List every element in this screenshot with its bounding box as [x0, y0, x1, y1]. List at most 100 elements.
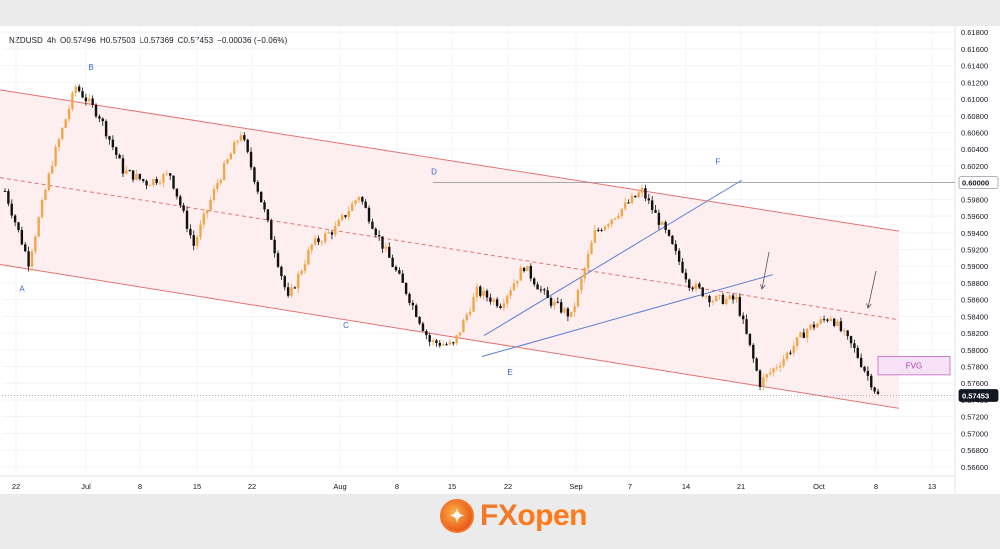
- high-value: H0.57503: [100, 36, 136, 45]
- arrow-annotation: [867, 270, 877, 309]
- candle-body: [239, 135, 243, 141]
- candle-body: [758, 370, 762, 387]
- y-tick-label: 0.58600: [961, 296, 988, 305]
- price-chart[interactable]: 0.61800 0.61600 0.61400 0.61200 0.61000 0.608…: [0, 26, 1000, 494]
- candle-body: [162, 174, 165, 183]
- candle-body: [13, 215, 17, 223]
- point-label-b: B: [88, 63, 93, 72]
- candle-body: [20, 230, 24, 245]
- y-tick-label: 0.60800: [961, 112, 988, 121]
- x-tick-label: 8: [138, 482, 142, 491]
- candle-body: [620, 208, 624, 216]
- candle-body: [249, 151, 253, 168]
- candle-body: [539, 289, 543, 291]
- candle-body: [165, 173, 168, 175]
- point-label-a: A: [19, 285, 25, 294]
- candle-body: [344, 215, 347, 217]
- candle-body: [148, 185, 152, 187]
- y-tick-label: 0.57200: [961, 413, 988, 422]
- candle-body: [580, 278, 583, 290]
- candle-body: [738, 297, 742, 316]
- candle-body: [630, 195, 634, 203]
- y-tick-label: 0.58800: [961, 279, 988, 288]
- candle-body: [121, 158, 125, 174]
- candle-body: [701, 287, 704, 297]
- candle-body: [280, 266, 283, 277]
- candle-body: [94, 104, 98, 117]
- candle-body: [10, 203, 13, 216]
- candle-body: [613, 218, 617, 220]
- candle-body: [607, 224, 610, 227]
- candle-body: [47, 173, 51, 190]
- candle-body: [775, 367, 779, 369]
- candle-body: [216, 183, 219, 190]
- candle-body: [779, 365, 782, 368]
- candle-body: [158, 182, 162, 184]
- chart-panel[interactable]: NZDUSD 4h O0.57496 H0.57503 L0.57369 C0.57453…: [0, 26, 1000, 494]
- candle-body: [752, 344, 755, 359]
- candle-body: [799, 332, 802, 338]
- candle-body: [526, 265, 529, 272]
- candle-body: [155, 179, 158, 183]
- candle-body: [795, 337, 799, 346]
- x-tick-label: 8: [395, 482, 399, 491]
- candle-body: [438, 342, 442, 346]
- candle-body: [667, 229, 671, 236]
- candle-body: [553, 301, 556, 306]
- candle-body: [303, 264, 307, 271]
- candle-body: [448, 342, 452, 345]
- candle-body: [330, 232, 334, 235]
- candle-body: [502, 303, 506, 308]
- candle-body: [765, 374, 768, 378]
- candle-body: [573, 306, 576, 312]
- candle-body: [74, 86, 77, 93]
- x-tick-label: 14: [682, 482, 690, 491]
- candle-body: [691, 287, 694, 290]
- candle-body: [846, 330, 849, 337]
- candle-body: [688, 279, 691, 288]
- candle-body: [44, 189, 47, 200]
- candle-body: [435, 340, 438, 343]
- level-price-value: 0.60000: [962, 179, 989, 188]
- candle-body: [324, 233, 327, 242]
- candle-body: [98, 116, 101, 119]
- candle-body: [583, 267, 586, 279]
- close-value: C0.57453: [177, 36, 214, 45]
- fvg-zone: [877, 356, 951, 376]
- candle-body: [698, 283, 701, 288]
- x-tick-label: 7: [628, 482, 632, 491]
- candle-body: [313, 238, 317, 245]
- candle-body: [401, 273, 404, 283]
- x-tick-label: 22: [248, 482, 256, 491]
- wedge-lower-line: [481, 274, 774, 357]
- candle-body: [24, 244, 27, 252]
- candle-body: [229, 153, 233, 160]
- candle-body: [677, 250, 681, 262]
- candle-body: [347, 211, 351, 217]
- brand-logo: ✦ FXopen: [440, 498, 588, 534]
- candle-body: [721, 294, 725, 304]
- arrow-head: [760, 284, 766, 290]
- candle-body: [334, 226, 337, 235]
- candle-body: [512, 283, 516, 291]
- candle-body: [233, 142, 236, 154]
- current-price-value: 0.57453: [962, 392, 989, 401]
- candle-body: [259, 191, 263, 203]
- candle-body: [61, 127, 64, 140]
- candle-body: [206, 210, 209, 214]
- candle-body: [782, 359, 785, 366]
- candle-body: [684, 272, 688, 280]
- candle-body: [856, 347, 859, 358]
- candle-body: [468, 311, 472, 315]
- candle-body: [404, 282, 408, 294]
- candle-body: [350, 203, 354, 212]
- candle-body: [327, 232, 330, 234]
- candle-body: [415, 305, 418, 317]
- candle-body: [546, 290, 549, 298]
- candle-body: [509, 290, 512, 296]
- candle-body: [320, 241, 324, 243]
- x-tick-label: Aug: [333, 482, 346, 491]
- candle-body: [145, 180, 148, 186]
- candle-body: [297, 274, 300, 289]
- candle-body: [748, 333, 752, 345]
